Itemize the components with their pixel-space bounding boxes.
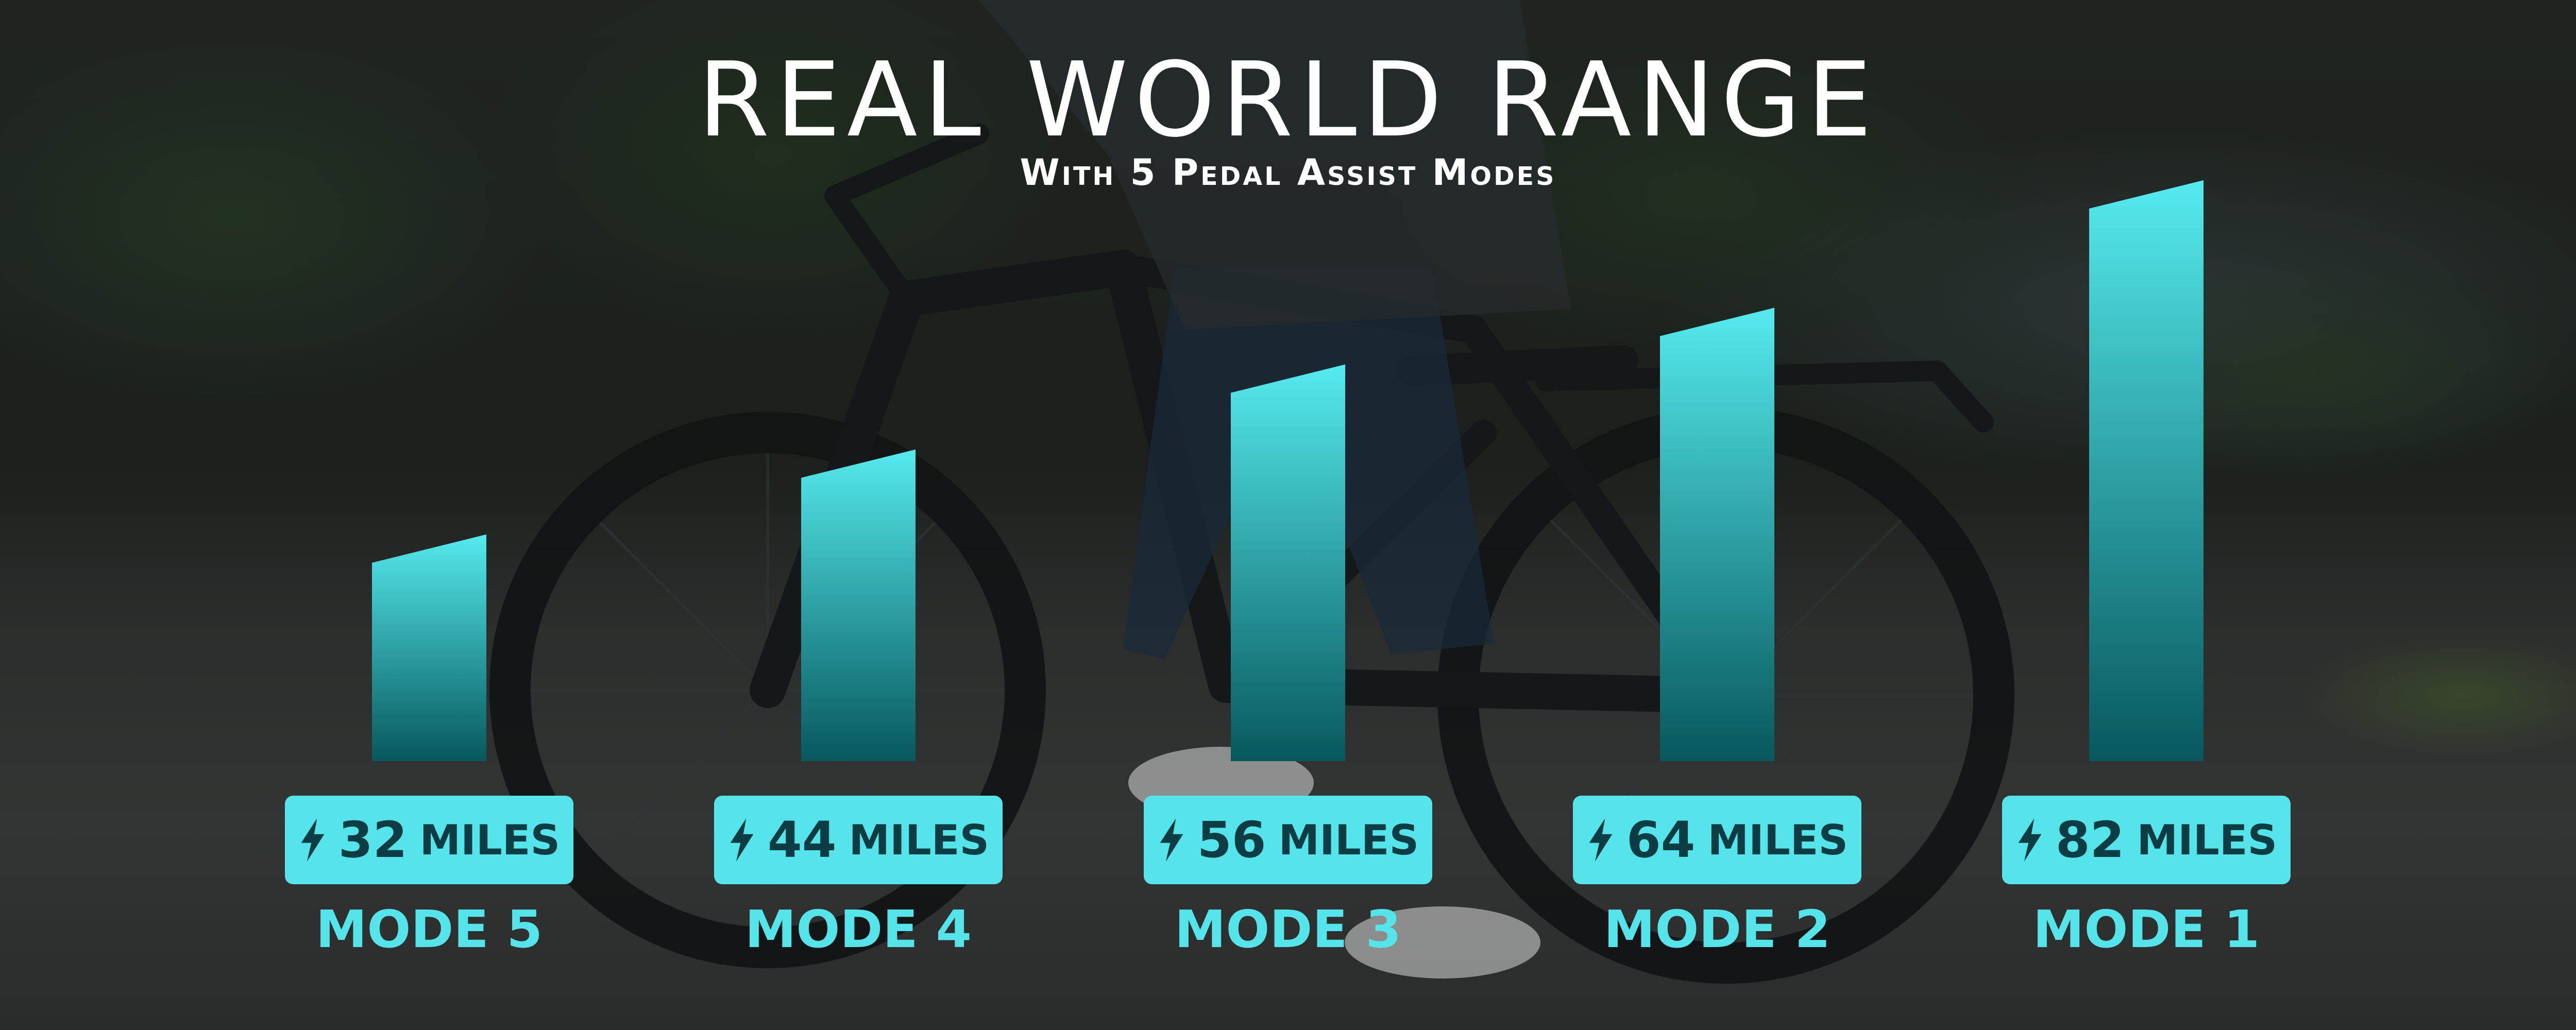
chart-title: REAL WORLD RANGE	[698, 40, 1878, 160]
bar-mode-1	[2089, 180, 2204, 761]
range-value: 44	[767, 811, 837, 869]
range-value-badge: 32 MILES	[285, 796, 573, 884]
range-value: 64	[1626, 811, 1696, 869]
range-unit: MILES	[1278, 816, 1419, 864]
range-unit: MILES	[419, 816, 561, 864]
range-value: 32	[338, 811, 408, 869]
background-grass	[2267, 618, 2576, 772]
category-label: MODE 2	[1603, 899, 1831, 959]
range-value: 82	[2055, 811, 2125, 869]
lightning-bolt-icon	[301, 818, 325, 862]
lightning-bolt-icon	[1160, 818, 1183, 862]
range-value-badge: 44 MILES	[714, 796, 1003, 884]
lightning-bolt-icon	[1589, 818, 1613, 862]
range-value: 56	[1197, 811, 1266, 869]
bar-mode-4	[801, 449, 916, 761]
range-value-badge: 64 MILES	[1573, 796, 1861, 884]
range-value-badge: 82 MILES	[2002, 796, 2291, 884]
range-unit: MILES	[2137, 816, 2278, 864]
category-label: MODE 4	[744, 899, 972, 959]
category-label: MODE 5	[315, 899, 543, 959]
lightning-bolt-icon	[2018, 818, 2042, 862]
lightning-bolt-icon	[730, 818, 754, 862]
category-label: MODE 1	[2032, 899, 2260, 959]
chart-subtitle: With 5 Pedal Assist Modes	[1020, 151, 1556, 194]
range-unit: MILES	[849, 816, 990, 864]
bar-mode-3	[1231, 364, 1345, 761]
bar-mode-5	[372, 534, 486, 761]
category-label: MODE 3	[1174, 899, 1402, 959]
bar-mode-2	[1660, 307, 1774, 761]
range-unit: MILES	[1707, 816, 1849, 864]
range-value-badge: 56 MILES	[1144, 796, 1432, 884]
